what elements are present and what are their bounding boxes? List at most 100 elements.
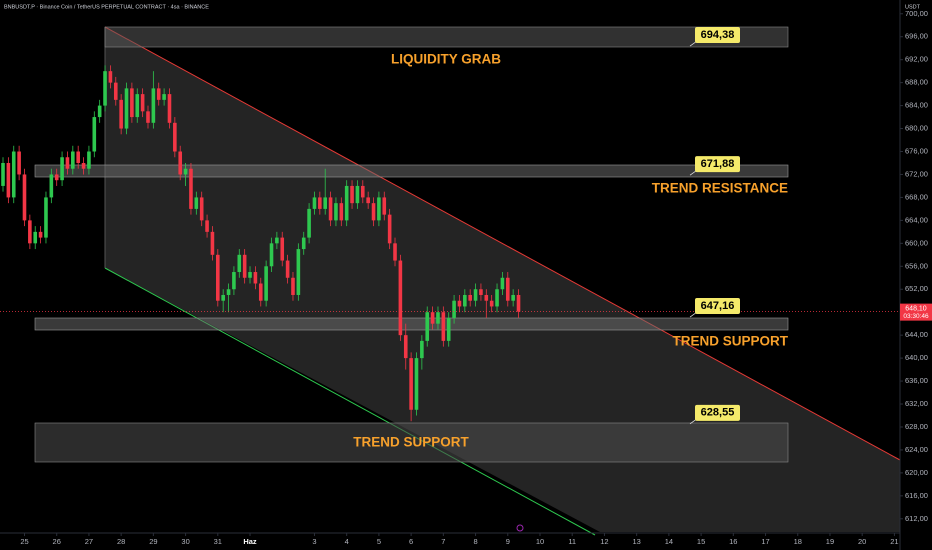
candle-body bbox=[393, 243, 397, 261]
candle-body bbox=[33, 231, 38, 244]
candle-body bbox=[1, 162, 5, 186]
candle-body bbox=[473, 289, 478, 301]
last-price-label: 648,10 bbox=[905, 305, 927, 312]
candle-body bbox=[44, 197, 48, 238]
candle-body bbox=[334, 203, 338, 221]
candle-body bbox=[11, 151, 16, 198]
x-tick-label: 13 bbox=[632, 537, 640, 546]
level-label: 671,88 bbox=[701, 158, 735, 170]
candle-body bbox=[81, 162, 86, 169]
x-tick-label: 14 bbox=[665, 537, 673, 546]
x-tick-label: 12 bbox=[600, 537, 608, 546]
last-price-box bbox=[900, 303, 932, 321]
candle-body bbox=[108, 71, 113, 83]
candle-body bbox=[216, 254, 220, 301]
candle-body bbox=[463, 294, 467, 307]
candle-body bbox=[387, 214, 392, 244]
zone-box bbox=[34, 422, 789, 463]
candle-body bbox=[151, 88, 156, 123]
x-tick-label: Haz bbox=[243, 537, 257, 546]
y-tick-label: 696,00 bbox=[905, 32, 928, 41]
candle-body bbox=[22, 174, 27, 221]
candle-body bbox=[135, 94, 140, 118]
candle-body bbox=[17, 151, 21, 175]
candle-body bbox=[318, 197, 322, 209]
candle-body bbox=[489, 300, 494, 307]
y-tick-label: 676,00 bbox=[905, 146, 928, 155]
x-tick-label: 8 bbox=[473, 537, 477, 546]
x-tick-label: 27 bbox=[85, 537, 93, 546]
candle-body bbox=[76, 151, 80, 163]
x-tick-label: 25 bbox=[20, 537, 28, 546]
x-tick-label: 20 bbox=[858, 537, 866, 546]
candle-body bbox=[237, 254, 242, 273]
channel-lower bbox=[104, 267, 596, 536]
x-tick-label: 15 bbox=[697, 537, 705, 546]
x-tick-label: 30 bbox=[181, 537, 189, 546]
price-axis bbox=[900, 0, 932, 550]
candle-body bbox=[162, 94, 166, 100]
y-tick-label: 656,00 bbox=[905, 261, 928, 270]
x-tick-label: 3 bbox=[312, 537, 316, 546]
candle-body bbox=[140, 94, 145, 112]
candle-body bbox=[173, 122, 177, 152]
candle-body bbox=[511, 294, 515, 301]
candle-body bbox=[377, 197, 381, 221]
candle-body bbox=[92, 117, 97, 152]
candle-body bbox=[124, 88, 129, 129]
candle-body bbox=[516, 294, 521, 312]
level-box bbox=[695, 298, 740, 315]
candle-body bbox=[167, 94, 172, 123]
candle-body bbox=[103, 71, 107, 106]
candle-body bbox=[183, 168, 188, 175]
candle-body bbox=[199, 197, 204, 221]
candle-body bbox=[232, 272, 236, 290]
candle-body bbox=[441, 312, 446, 341]
candle-body bbox=[312, 197, 317, 209]
annotation: TREND SUPPORT bbox=[672, 334, 788, 349]
candle-body bbox=[280, 237, 285, 261]
candle-body bbox=[253, 272, 258, 284]
candle-body bbox=[344, 185, 349, 221]
candle-body bbox=[205, 220, 209, 232]
y-tick-label: 668,00 bbox=[905, 192, 928, 201]
x-tick-label: 10 bbox=[536, 537, 544, 546]
x-tick-label: 28 bbox=[117, 537, 125, 546]
annotation: TREND SUPPORT bbox=[353, 435, 469, 450]
y-tick-label: 700,00 bbox=[905, 9, 928, 18]
y-tick-label: 632,00 bbox=[905, 399, 928, 408]
candle-body bbox=[366, 197, 370, 204]
candle-body bbox=[328, 197, 333, 221]
candle-body bbox=[457, 300, 462, 307]
candle-body bbox=[71, 151, 75, 169]
candle-body bbox=[425, 312, 430, 341]
candles bbox=[1, 65, 521, 422]
candle-body bbox=[291, 277, 295, 295]
candle-body bbox=[323, 197, 328, 209]
y-tick-label: 672,00 bbox=[905, 169, 928, 178]
candle-body bbox=[156, 88, 161, 100]
y-tick-label: 680,00 bbox=[905, 124, 928, 133]
candle-body bbox=[484, 294, 489, 301]
y-tick-label: 612,00 bbox=[905, 514, 928, 523]
candle-body bbox=[446, 317, 451, 341]
candle-body bbox=[436, 312, 440, 324]
event-icon[interactable] bbox=[516, 524, 524, 532]
y-tick-label: 652,00 bbox=[905, 284, 928, 293]
y-tick-label: 692,00 bbox=[905, 55, 928, 64]
candle-body bbox=[38, 231, 43, 238]
y-tick-label: 688,00 bbox=[905, 78, 928, 87]
candle-body bbox=[60, 157, 64, 181]
x-tick-label: 7 bbox=[441, 537, 445, 546]
x-tick-label: 6 bbox=[409, 537, 413, 546]
level-label: 628,55 bbox=[701, 407, 735, 419]
header: BNBUSDT.P · Binance Coin / TetherUS PERP… bbox=[4, 4, 209, 10]
y-tick-label: 620,00 bbox=[905, 468, 928, 477]
overlay: 694,38 671,88 647,16 628,55 bbox=[0, 27, 900, 425]
x-tick-label: 5 bbox=[377, 537, 381, 546]
candle-body bbox=[269, 243, 274, 267]
candle-body bbox=[505, 277, 510, 301]
candle-body bbox=[355, 185, 360, 204]
candle-body bbox=[226, 289, 231, 295]
